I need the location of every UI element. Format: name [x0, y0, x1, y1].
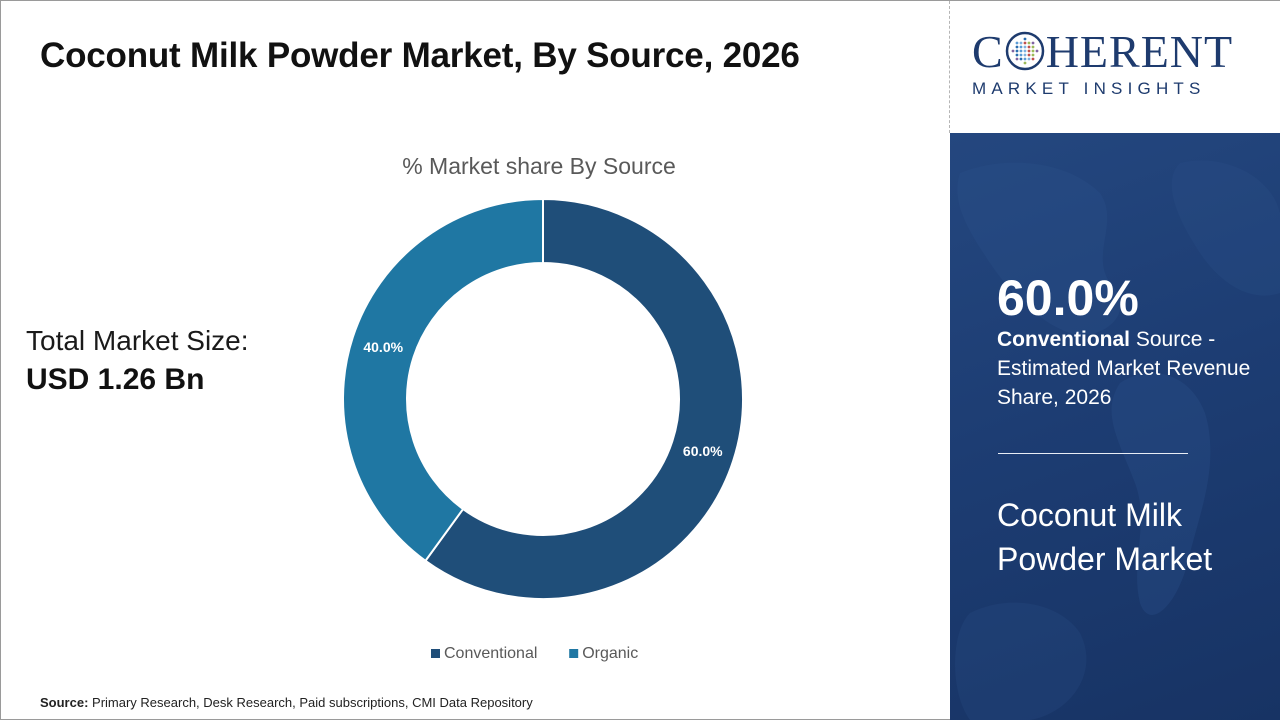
highlight-divider — [998, 453, 1188, 454]
globe-icon — [1005, 31, 1044, 71]
world-map-background — [955, 160, 1280, 720]
highlight-bold-segment: Conventional — [997, 328, 1131, 351]
logo-tagline: MARKET INSIGHTS — [972, 79, 1206, 98]
divider — [949, 1, 950, 133]
highlight-desc-tail: Estimated Market Revenue Share, 2026 — [997, 357, 1251, 409]
total-market-value: USD 1.26 Bn — [26, 363, 205, 396]
source-note: Source: Primary Research, Desk Research,… — [40, 695, 533, 710]
source-label: Source: — [40, 695, 89, 710]
page-title: Coconut Milk Powder Market, By Source, 2… — [40, 36, 800, 75]
highlight-description: Conventional Source - Estimated Market Re… — [997, 325, 1257, 412]
market-name: Coconut Milk Powder Market — [997, 497, 1213, 577]
legend-label-organic: Organic — [582, 645, 638, 662]
chart-svg: % Market share By Source 60.0% 40.0% Conven… — [342, 153, 744, 662]
legend-swatch-organic — [569, 649, 579, 658]
highlight-stat: 60.0% — [997, 270, 1139, 326]
donut-slice-conventional — [424, 197, 744, 600]
logo-wordmark: C HERENT — [972, 29, 1233, 75]
total-market-label: Total Market Size: — [26, 325, 249, 356]
source-text: Primary Research, Desk Research, Paid su… — [92, 695, 533, 710]
logo-letter-c: C — [972, 26, 1004, 77]
company-logo: C HERENT MARKET INSIGHTS — [950, 1, 1280, 133]
highlight-panel: 60.0% Conventional Source - Estimated Mar… — [950, 133, 1280, 720]
donut-slice-organic — [342, 197, 544, 563]
chart-area: Coconut Milk Powder Market, By Source, 2… — [1, 1, 949, 719]
data-label-conventional: 60.0% — [683, 443, 723, 459]
donut-chart: % Market share By Source 60.0% 40.0% Conven… — [1, 141, 949, 681]
legend-swatch-conventional — [431, 649, 440, 658]
legend-label-conventional: Conventional — [444, 645, 537, 662]
highlight-line-rest: Source - — [1130, 328, 1216, 351]
logo-letters-rest: HERENT — [1045, 26, 1234, 77]
chart-title: % Market share By Source — [402, 153, 676, 179]
data-label-organic: 40.0% — [363, 339, 403, 355]
